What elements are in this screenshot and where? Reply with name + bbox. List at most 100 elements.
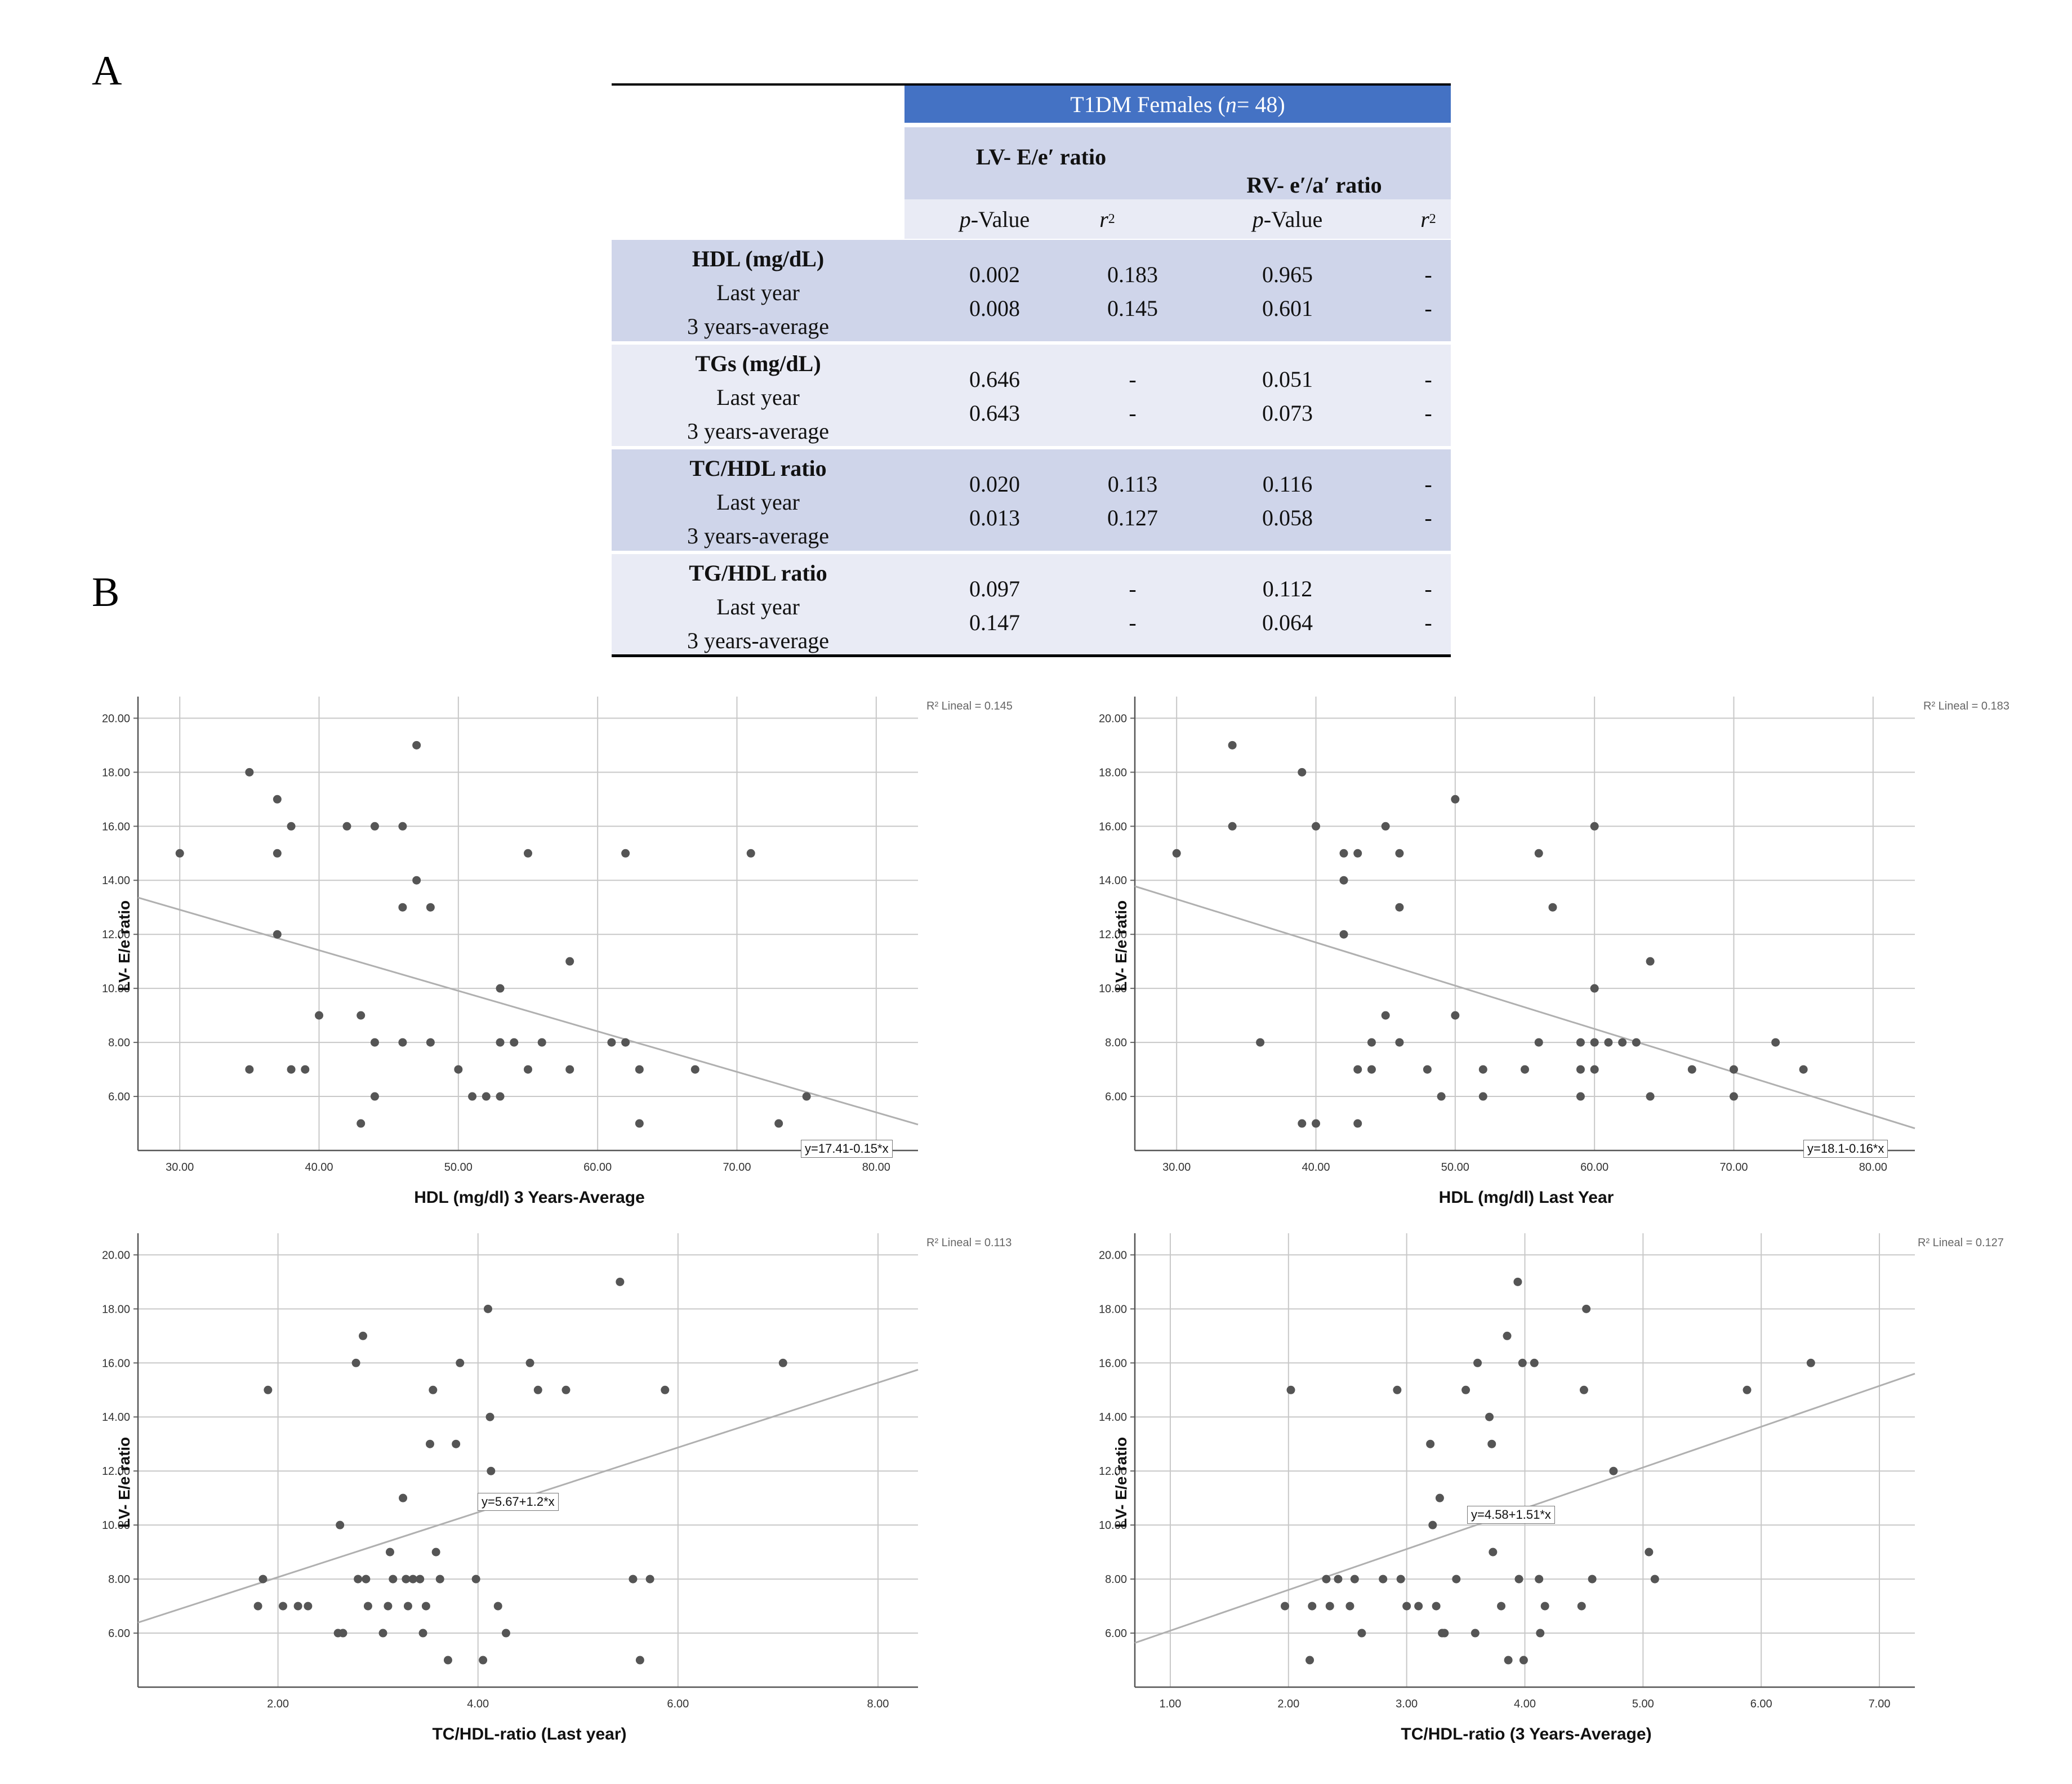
- data-point: [1487, 1439, 1496, 1448]
- y-axis-label: LV- E/e´ratio: [115, 1437, 133, 1528]
- data-point: [1548, 903, 1557, 912]
- data-point: [1357, 1629, 1366, 1638]
- data-point: [510, 1038, 519, 1047]
- data-point: [1632, 1038, 1641, 1047]
- cell-rv-r2: -: [1424, 296, 1432, 321]
- y-tick-label: 12.00: [102, 929, 130, 941]
- data-point: [533, 1385, 542, 1394]
- table-top-rule: [612, 83, 1451, 86]
- cell-rv-p: 0.073: [1262, 400, 1313, 426]
- x-tick-label: 80.00: [1859, 1161, 1887, 1174]
- cell-rv-r2: -: [1424, 471, 1432, 497]
- x-tick-label: 30.00: [1162, 1161, 1191, 1174]
- data-point: [1345, 1602, 1354, 1611]
- data-point: [389, 1575, 398, 1584]
- col-group-rv: RV- e′/a′ ratio: [1246, 172, 1382, 198]
- x-tick-label: 8.00: [867, 1698, 889, 1710]
- data-point: [1440, 1629, 1449, 1638]
- data-point: [443, 1656, 452, 1665]
- data-point: [370, 822, 379, 831]
- y-tick-label: 8.00: [108, 1573, 130, 1586]
- row-title: TC/HDL ratio: [689, 456, 827, 481]
- data-point: [607, 1038, 616, 1047]
- y-tick-label: 18.00: [1099, 1303, 1127, 1315]
- data-point: [273, 930, 282, 939]
- data-point: [562, 1385, 571, 1394]
- fit-equation: y=5.67+1.2*x: [478, 1493, 559, 1511]
- data-point: [342, 822, 351, 831]
- x-tick-label: 3.00: [1396, 1698, 1418, 1710]
- scatter-hdl-last-year: 30.00 40.00 50.00 60.00 70.00 80.00 6.00 8.00 10…: [1053, 690, 2028, 1247]
- data-point: [426, 903, 435, 912]
- data-point: [774, 1119, 783, 1128]
- subheader-band: [904, 199, 1451, 239]
- y-tick-label: 14.00: [1099, 875, 1127, 887]
- r2-label: R² Lineal = 0.127: [1918, 1237, 2004, 1249]
- data-point: [362, 1575, 371, 1584]
- fit-line: [1134, 885, 1915, 1130]
- data-point: [293, 1602, 302, 1611]
- x-tick-label: 2.00: [267, 1698, 289, 1710]
- data-point: [1308, 1602, 1317, 1611]
- row-sub-3yr: 3 years-average: [687, 418, 830, 444]
- cell-rv-r2: -: [1424, 262, 1432, 287]
- data-point: [245, 1065, 254, 1074]
- data-point: [1514, 1575, 1523, 1584]
- cell-lv-p: 0.008: [969, 296, 1020, 321]
- y-tick-label: 16.00: [102, 1357, 130, 1370]
- data-point: [1451, 1011, 1460, 1020]
- data-point: [357, 1011, 366, 1020]
- data-point: [1395, 1038, 1404, 1047]
- data-point: [421, 1602, 430, 1611]
- y-tick-label: 20.00: [1099, 712, 1127, 725]
- x-tick-label: 80.00: [862, 1161, 890, 1174]
- chart-svg: 1.00 2.00 3.00 4.00 5.00 6.00 7.00 6.00 8.00 10.0…: [1099, 1233, 1915, 1710]
- cell-rv-p: 0.058: [1262, 505, 1313, 530]
- data-point: [1489, 1547, 1498, 1556]
- row-band-tgs: [612, 345, 1451, 446]
- y-tick-label: 6.00: [1105, 1091, 1127, 1103]
- cell-lv-p: 0.643: [969, 400, 1020, 426]
- data-point: [483, 1304, 492, 1313]
- data-point: [1353, 849, 1362, 858]
- fit-line: [137, 897, 919, 1126]
- data-point: [1478, 1065, 1487, 1074]
- data-point: [1228, 822, 1237, 831]
- cell-rv-r2: -: [1424, 367, 1432, 392]
- data-point: [621, 1038, 630, 1047]
- subheader-r: r: [1420, 206, 1429, 232]
- data-point: [416, 1575, 425, 1584]
- data-point: [1393, 1385, 1402, 1394]
- x-tick-label: 70.00: [723, 1161, 751, 1174]
- data-point: [1540, 1602, 1549, 1611]
- cell-rv-p: 0.965: [1262, 262, 1313, 287]
- results-table: T1DM Females (n = 48) LV- E/e′ ratio RV-…: [612, 83, 1451, 658]
- data-point: [1503, 1331, 1512, 1340]
- data-point: [370, 1092, 379, 1101]
- data-point: [1513, 1277, 1522, 1286]
- data-point: [1530, 1358, 1539, 1367]
- cell-rv-p: 0.116: [1262, 471, 1313, 497]
- data-point: [1579, 1385, 1588, 1394]
- data-point: [1590, 822, 1599, 831]
- data-point: [359, 1331, 368, 1340]
- data-point: [1435, 1493, 1444, 1502]
- data-point: [1381, 1011, 1390, 1020]
- data-point: [370, 1038, 379, 1047]
- data-point: [1339, 876, 1348, 885]
- data-point: [565, 957, 574, 966]
- data-point: [471, 1575, 480, 1584]
- subheader-r-sup: 2: [1108, 211, 1115, 226]
- data-point: [1576, 1038, 1585, 1047]
- row-sub-last-year: Last year: [716, 489, 800, 515]
- fit-equation: y=18.1-0.16*x: [1803, 1140, 1888, 1158]
- data-point: [1432, 1602, 1441, 1611]
- y-tick-label: 12.00: [102, 1465, 130, 1478]
- data-point: [1350, 1575, 1359, 1584]
- data-point: [1414, 1602, 1423, 1611]
- data-point: [418, 1629, 427, 1638]
- data-point: [1395, 903, 1404, 912]
- panel-label-b: B: [92, 569, 120, 616]
- row-label-tghdl: TG/HDL ratio Last year 3 years-average: [612, 556, 904, 658]
- scatter-tchdl-last-year: 2.00 4.00 6.00 8.00 6.00 8.00 10.00 12.00 14.00 1…: [56, 1226, 1031, 1784]
